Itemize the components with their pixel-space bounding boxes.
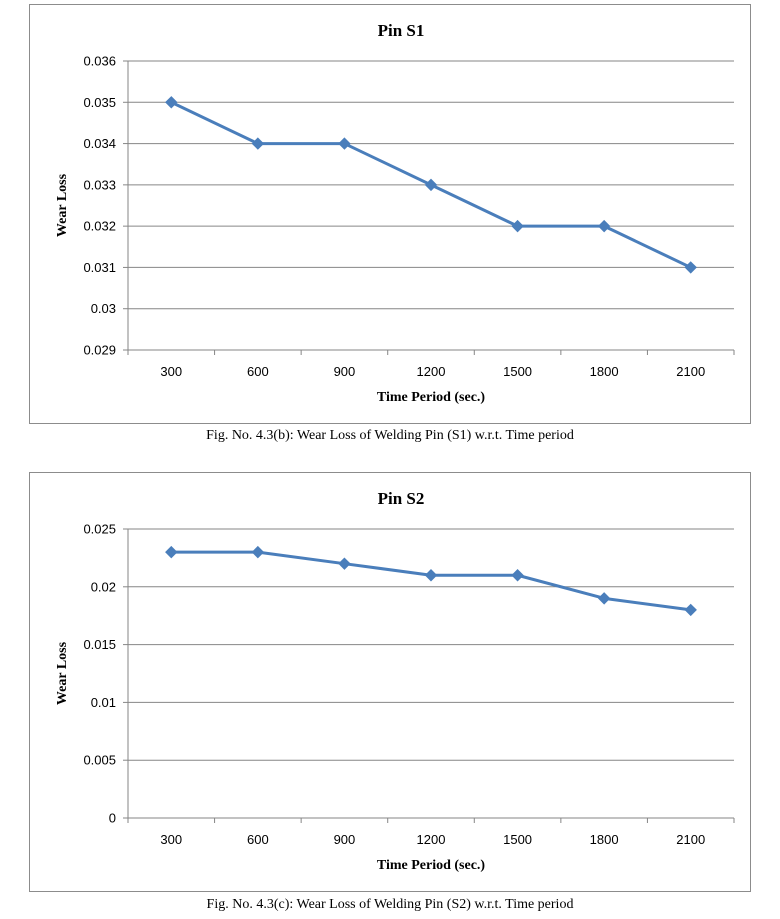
data-point-marker — [424, 178, 438, 192]
data-point-marker — [338, 137, 351, 150]
data-point-marker — [684, 603, 697, 617]
y-tick-label: 0.036 — [83, 54, 116, 69]
data-point-marker — [251, 545, 265, 559]
data-point-marker — [684, 261, 697, 274]
x-tick-label: 600 — [247, 832, 269, 847]
data-point-marker — [597, 219, 611, 233]
y-axis-title: Wear Loss — [55, 641, 70, 705]
y-tick-label: 0.033 — [83, 177, 116, 192]
chart-title: Pin S1 — [378, 21, 425, 40]
data-point-marker — [424, 569, 438, 582]
figure-caption-s2: Fig. No. 4.3(c): Wear Loss of Welding Pi… — [206, 897, 574, 912]
data-point-marker — [165, 96, 178, 109]
data-point-marker — [511, 219, 524, 233]
data-point-marker — [511, 569, 524, 582]
y-tick-label: 0.01 — [91, 695, 116, 710]
x-tick-label: 1800 — [590, 364, 619, 379]
y-tick-label: 0.029 — [83, 343, 116, 358]
y-axis-title: Wear Loss — [55, 173, 70, 237]
x-tick-label: 2100 — [676, 832, 705, 847]
data-point-marker — [165, 545, 178, 559]
figure-caption-s1: Fig. No. 4.3(b): Wear Loss of Welding Pi… — [206, 428, 574, 443]
x-axis-title: Time Period (sec.) — [377, 858, 486, 873]
y-tick-label: 0.015 — [83, 637, 116, 652]
y-tick-label: 0.03 — [91, 301, 116, 316]
x-tick-label: 1200 — [417, 832, 446, 847]
y-tick-label: 0.005 — [83, 753, 116, 768]
x-tick-label: 1500 — [503, 364, 532, 379]
x-tick-label: 300 — [160, 364, 182, 379]
y-tick-label: 0.025 — [83, 522, 116, 537]
chart-pin-s1-plot: Pin S1 0.029 0.03 0.031 0.032 0.033 0.034 0.035… — [55, 21, 735, 405]
x-tick-label: 1500 — [503, 832, 532, 847]
chart-pin-s2: Pin S2 0 0.005 0.01 0.015 0.02 0.025 300 600 900 1… — [29, 472, 751, 892]
y-tick-label: 0.034 — [83, 136, 116, 151]
chart-pin-s2-plot: Pin S2 0 0.005 0.01 0.015 0.02 0.025 300 600 900 1… — [55, 489, 735, 873]
x-tick-label: 900 — [334, 832, 356, 847]
data-point-marker — [251, 137, 265, 150]
y-tick-label: 0 — [109, 811, 116, 826]
data-point-marker — [338, 557, 351, 570]
x-tick-label: 600 — [247, 364, 269, 379]
x-tick-label: 1200 — [417, 364, 446, 379]
chart-title: Pin S2 — [378, 489, 425, 508]
y-tick-label: 0.035 — [83, 95, 116, 110]
x-tick-label: 300 — [160, 832, 182, 847]
chart-pin-s1: Pin S1 0.029 0.03 0.031 0.032 0.033 0.034 0.035… — [29, 4, 751, 424]
y-tick-label: 0.031 — [83, 260, 116, 275]
y-tick-label: 0.032 — [83, 219, 116, 234]
x-tick-label: 2100 — [676, 364, 705, 379]
y-tick-label: 0.02 — [91, 579, 116, 594]
data-point-marker — [597, 592, 611, 605]
x-tick-label: 1800 — [590, 832, 619, 847]
x-tick-label: 900 — [334, 364, 356, 379]
x-axis-title: Time Period (sec.) — [377, 390, 486, 405]
